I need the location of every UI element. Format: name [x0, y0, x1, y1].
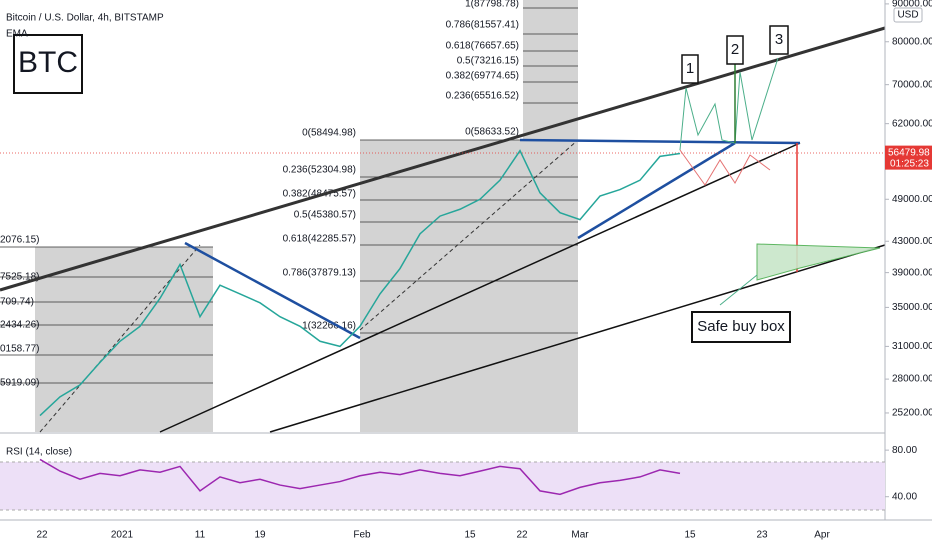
last-price-box: [885, 145, 932, 170]
fib-box: [360, 140, 578, 432]
y-tick-label: 39000.00: [892, 267, 932, 278]
fib-label: 2434.26): [0, 320, 39, 331]
fib-label: 0.236(65516.52): [446, 91, 519, 102]
y-tick-label: 62000.00: [892, 118, 932, 129]
currency: USD: [897, 10, 918, 21]
rsi-title: RSI (14, close): [6, 447, 72, 458]
fib-label: 0.786(81557.41): [446, 20, 519, 31]
y-tick-label: 28000.00: [892, 374, 932, 385]
y-tick-label: 31000.00: [892, 341, 932, 352]
x-tick-label: 11: [195, 530, 206, 541]
fib-label: 0.786(37879.13): [283, 268, 356, 279]
fib-label: 0(58633.52): [465, 127, 519, 138]
y-tick-label: 35000.00: [892, 302, 932, 313]
indicator-label: EMA: [6, 29, 28, 40]
logo: BTC: [18, 46, 78, 79]
fib-label: 0.618(76657.65): [446, 41, 519, 52]
y-tick-label: 80000.00: [892, 36, 932, 47]
chart-title: Bitcoin / U.S. Dollar, 4h, BITSTAMP: [6, 13, 164, 24]
x-tick-label: 15: [464, 530, 476, 541]
logo-box: [13, 34, 83, 94]
x-tick-label: 22: [516, 530, 528, 541]
fib-label: 0.236(52304.98): [283, 165, 356, 176]
x-tick-label: 19: [254, 530, 266, 541]
y-tick-label: 90000.00: [892, 0, 932, 10]
y-tick-label: 25200.00: [892, 408, 932, 419]
fib-label: 7525.18): [0, 272, 39, 283]
countdown: 01:25:23: [890, 158, 929, 169]
fib-label: 2076.15): [0, 235, 39, 246]
fib-label: 709.74): [0, 297, 34, 308]
target-box: [681, 54, 699, 84]
fib-label: 0.618(42285.57): [283, 234, 356, 245]
last-price: 56479.98: [888, 147, 930, 158]
x-tick-label: Mar: [571, 530, 589, 541]
fib-label: 5919.09): [0, 378, 39, 389]
x-tick-label: Apr: [814, 530, 830, 541]
price-line: [39, 149, 681, 417]
fib-box: [35, 247, 213, 432]
x-tick-label: 15: [684, 530, 696, 541]
fib-label: 1(87798.78): [465, 0, 519, 10]
fib-label: 0.5(45380.57): [294, 210, 356, 221]
fib-lines: [0, 7, 578, 384]
fib-label: 0(58494.98): [302, 128, 356, 139]
y-tick-label: 43000.00: [892, 236, 932, 247]
y-tick-label: 80.00: [892, 445, 917, 456]
trend-lines: [0, 26, 886, 433]
fib-label: 0158.77): [0, 344, 39, 355]
target-label: 3: [775, 31, 783, 48]
target-label: 2: [731, 41, 739, 58]
safe-box: [691, 311, 791, 343]
y-tick-label: 49000.00: [892, 194, 932, 205]
x-tick-label: 22: [36, 530, 48, 541]
safe-box-label: Safe buy box: [697, 318, 785, 335]
currency-box: [893, 7, 923, 23]
target-box: [769, 25, 789, 55]
target-label: 1: [686, 60, 694, 77]
fib-label: 0.5(73216.15): [457, 56, 519, 67]
price-line: [39, 458, 681, 496]
fib-box: [523, 0, 578, 140]
rsi-band: [0, 462, 885, 510]
x-tick-label: 2021: [111, 530, 134, 541]
price-axis: [885, 0, 932, 550]
fib-label: 0.382(69774.65): [446, 71, 519, 82]
y-tick-label: 70000.00: [892, 79, 932, 90]
x-tick-label: Feb: [353, 530, 371, 541]
x-tick-label: 23: [756, 530, 768, 541]
y-tick-label: 40.00: [892, 491, 917, 502]
fib-label: 1(32266.16): [302, 321, 356, 332]
target-box: [726, 35, 744, 65]
